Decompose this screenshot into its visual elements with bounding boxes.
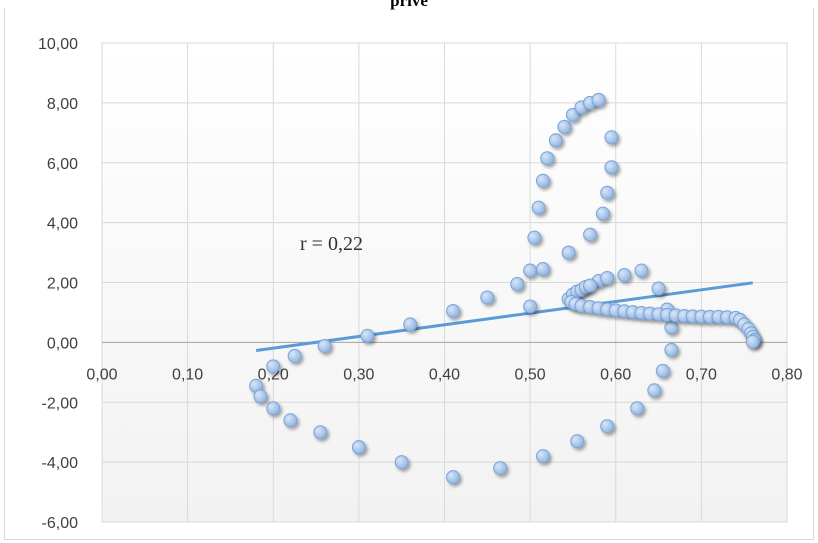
- x-tick-label: 0,20: [258, 366, 289, 383]
- data-point: [591, 92, 606, 107]
- data-point: [634, 263, 649, 278]
- data-point: [446, 303, 461, 318]
- data-point: [283, 413, 298, 428]
- data-point: [313, 425, 328, 440]
- data-point: [540, 151, 555, 166]
- data-point: [583, 227, 598, 242]
- data-point: [531, 200, 546, 215]
- data-point: [745, 334, 760, 349]
- data-point: [535, 449, 550, 464]
- data-points: [249, 92, 762, 485]
- data-point: [360, 328, 375, 343]
- x-tick-label: 0,00: [86, 366, 117, 383]
- data-point: [510, 276, 525, 291]
- data-point: [557, 119, 572, 134]
- data-point: [600, 271, 615, 286]
- data-point: [651, 281, 666, 296]
- data-point: [583, 278, 598, 293]
- data-point: [570, 434, 585, 449]
- y-tick-label: -2,00: [42, 395, 79, 412]
- chart-title: prive: [390, 0, 428, 10]
- data-point: [647, 383, 662, 398]
- data-point: [561, 245, 576, 260]
- data-point: [523, 299, 538, 314]
- y-tick-label: 4,00: [47, 216, 78, 233]
- y-tick-label: 0,00: [47, 335, 78, 352]
- data-point: [403, 317, 418, 332]
- data-point: [630, 401, 645, 416]
- trendline: [255, 281, 753, 352]
- data-point: [535, 173, 550, 188]
- x-tick-label: 0,40: [429, 366, 460, 383]
- grid-lines: [101, 42, 788, 523]
- y-tick-label: 6,00: [47, 156, 78, 173]
- x-tick-label: 0,80: [771, 366, 802, 383]
- data-point: [527, 230, 542, 245]
- y-tick-label: 10,00: [38, 36, 78, 53]
- x-tick-label: 0,30: [343, 366, 374, 383]
- data-point: [604, 130, 619, 145]
- data-point: [351, 440, 366, 455]
- x-tick-label: 0,70: [686, 366, 717, 383]
- data-point: [394, 455, 409, 470]
- data-point: [600, 419, 615, 434]
- data-point: [600, 185, 615, 200]
- data-point: [317, 338, 332, 353]
- data-point: [493, 461, 508, 476]
- data-point: [617, 268, 632, 283]
- y-tick-label: -4,00: [42, 455, 79, 472]
- data-point: [446, 470, 461, 485]
- x-tick-label: 0,60: [600, 366, 631, 383]
- x-axis: 0,00 0,10 0,20 0,30 0,40 0,50 0,60 0,70 0,80: [86, 341, 803, 383]
- data-point: [535, 262, 550, 277]
- data-point: [664, 320, 679, 335]
- data-point: [287, 348, 302, 363]
- data-point: [523, 263, 538, 278]
- data-point: [266, 401, 281, 416]
- data-point: [548, 133, 563, 148]
- data-point: [480, 290, 495, 305]
- data-point: [664, 342, 679, 357]
- data-point: [253, 389, 268, 404]
- data-point: [266, 359, 281, 374]
- correlation-annotation: r = 0,22: [300, 233, 363, 255]
- chart-frame: [4, 8, 814, 540]
- y-axis: 10,00 8,00 6,00 4,00 2,00 0,00 -2,00 -4,00 -6,00: [38, 36, 78, 532]
- x-tick-label: 0,50: [515, 366, 546, 383]
- x-tick-label: 0,10: [172, 366, 203, 383]
- y-tick-label: -6,00: [42, 515, 79, 532]
- y-tick-label: 2,00: [47, 276, 78, 293]
- data-point: [655, 363, 670, 378]
- y-tick-label: 8,00: [47, 96, 78, 113]
- data-point: [595, 206, 610, 221]
- data-point: [604, 160, 619, 175]
